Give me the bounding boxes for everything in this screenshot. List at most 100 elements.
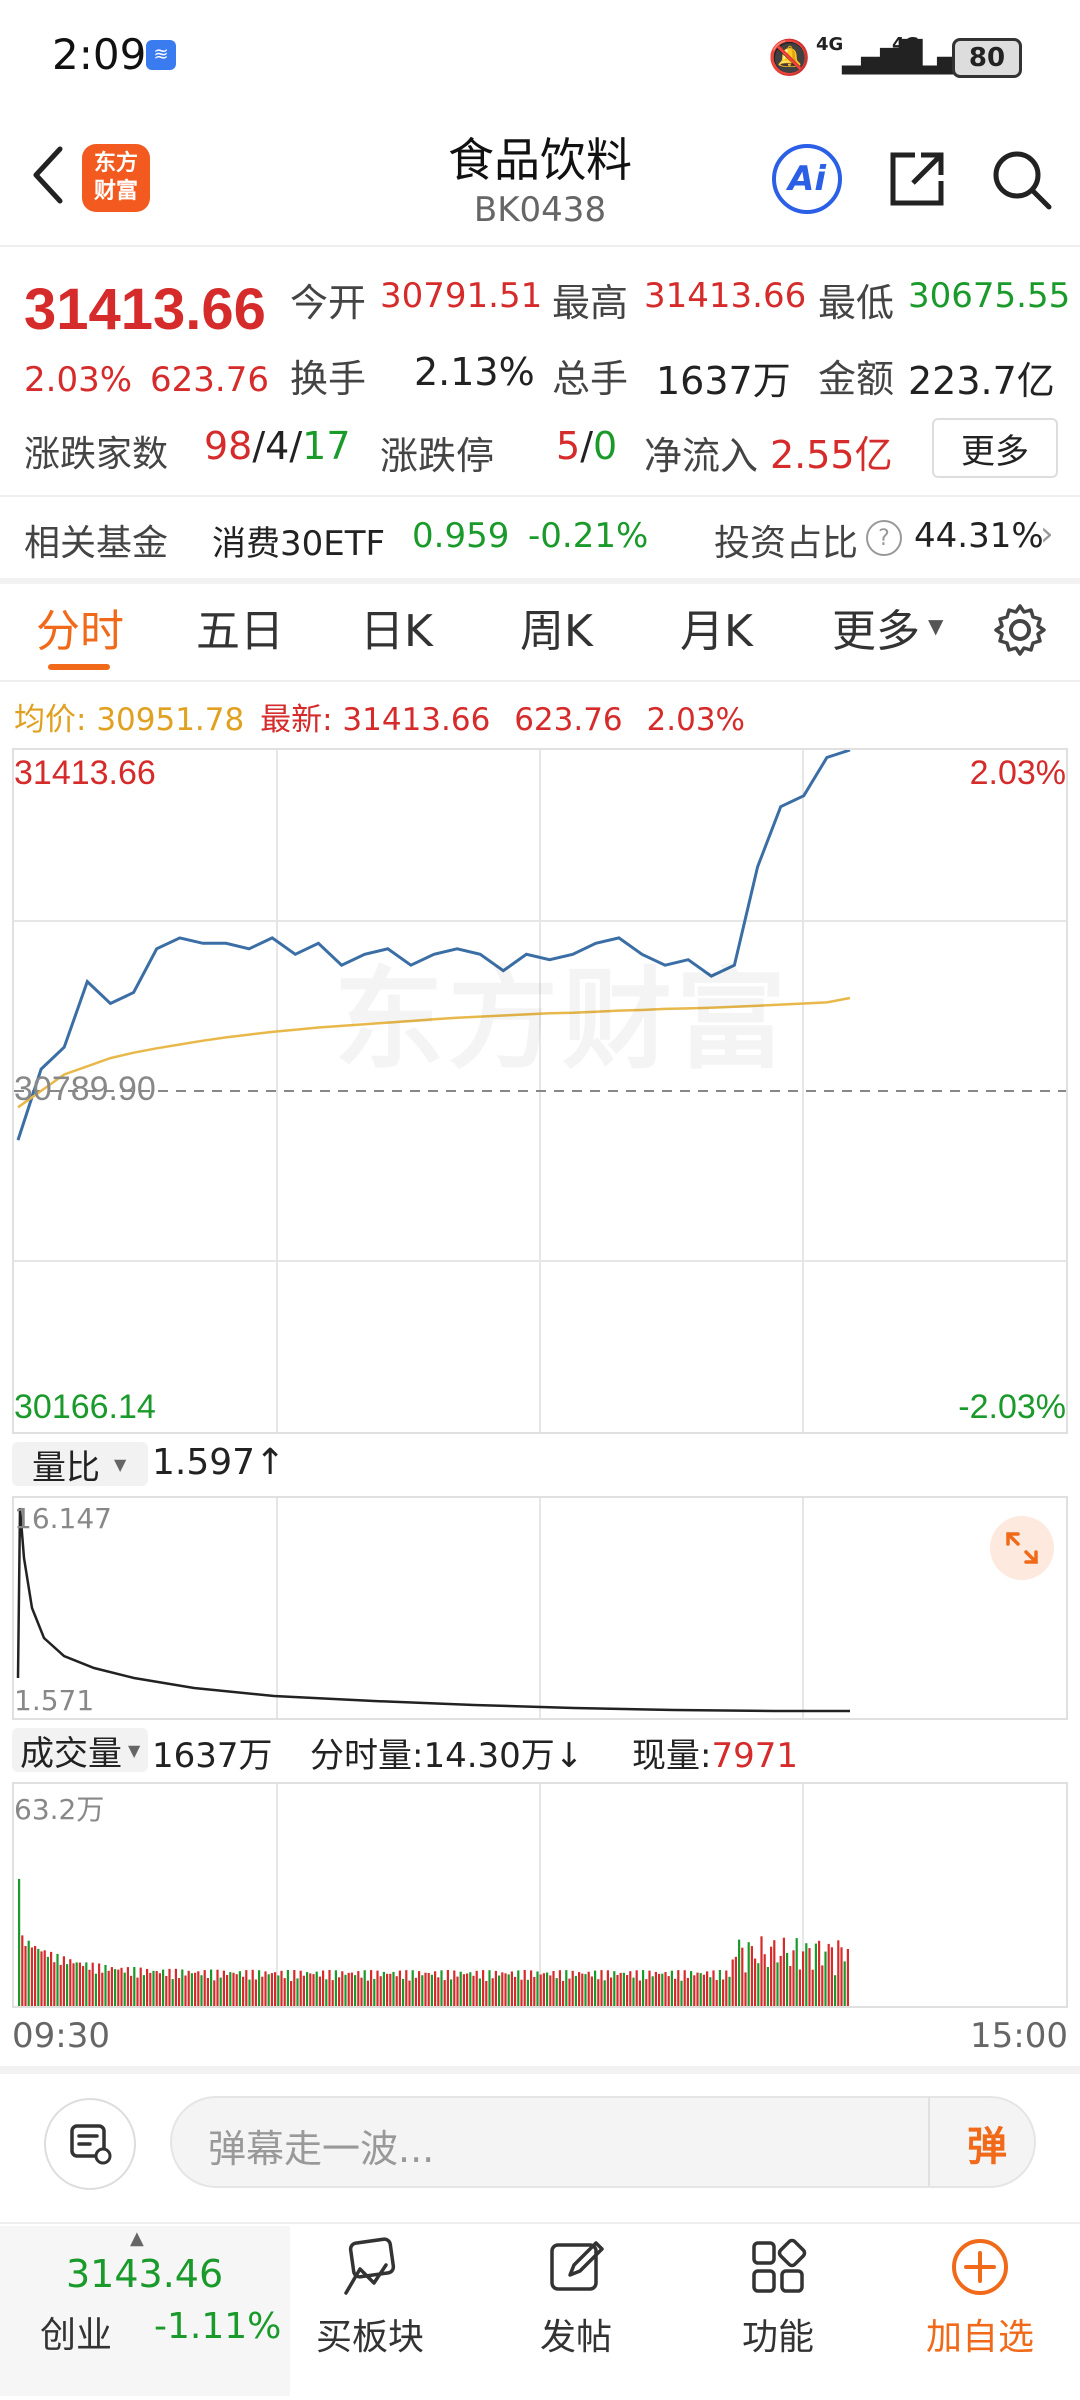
avg-price-line bbox=[17, 996, 851, 1109]
volume-bar bbox=[549, 1975, 552, 2006]
volume-bar bbox=[82, 1966, 85, 2006]
ai-assistant-icon[interactable]: Ai bbox=[772, 144, 842, 214]
volume-bar bbox=[846, 1949, 849, 2006]
volume-bar bbox=[296, 1978, 299, 2006]
nav-buy-sector[interactable]: 买板块 bbox=[315, 2317, 424, 2358]
danmu-input[interactable]: 弹幕走一波... 弹 bbox=[170, 2096, 1036, 2188]
post-icon bbox=[540, 2232, 612, 2302]
tab-intraday[interactable]: 分时 bbox=[36, 606, 124, 657]
volume-bar bbox=[229, 1972, 232, 2006]
back-arrow-icon[interactable] bbox=[18, 140, 78, 210]
expand-icon[interactable] bbox=[990, 1516, 1054, 1580]
volume-bar bbox=[344, 1974, 347, 2006]
volume-bar bbox=[46, 1956, 49, 2006]
volume-bar bbox=[133, 1967, 136, 2006]
eastmoney-logo: 东方 财富 bbox=[82, 144, 150, 212]
volume-bar bbox=[258, 1970, 261, 2006]
volume-chart[interactable]: 63.2万 bbox=[12, 1782, 1068, 2008]
tab-monthly-k[interactable]: 月K bbox=[680, 606, 753, 657]
ratio-chart[interactable]: 16.147 1.571 bbox=[12, 1496, 1068, 1720]
volume-bar bbox=[606, 1970, 609, 2006]
volume-bar bbox=[530, 1970, 533, 2006]
volume-bar bbox=[603, 1980, 606, 2006]
volume-bar bbox=[805, 1943, 808, 2006]
volume-bar bbox=[450, 1979, 453, 2006]
volume-bar bbox=[235, 1974, 238, 2006]
volume-bar bbox=[626, 1975, 629, 2006]
comment-bar: 弹幕走一波... 弹 bbox=[0, 2076, 1080, 2220]
more-button[interactable]: 更多 bbox=[932, 418, 1058, 478]
volume-value: 1637万 bbox=[656, 359, 791, 403]
divider bbox=[0, 2222, 1080, 2224]
volume-bar bbox=[27, 1940, 30, 2006]
volume-bar bbox=[299, 1970, 302, 2006]
volume-bar bbox=[590, 1976, 593, 2006]
tab-weekly-k[interactable]: 周K bbox=[520, 606, 593, 657]
open-label: 今开 bbox=[290, 281, 367, 325]
volume-bar bbox=[722, 1979, 725, 2006]
tab-five-day[interactable]: 五日 bbox=[196, 606, 284, 657]
ratio-chevron-icon: ▼ bbox=[114, 1454, 127, 1474]
volume-bar bbox=[648, 1970, 651, 2006]
volume-bar bbox=[520, 1979, 523, 2006]
last-value: 31413.66 bbox=[342, 702, 491, 738]
index-ticker[interactable] bbox=[0, 2226, 290, 2396]
volume-bar bbox=[162, 1969, 165, 2006]
volume-bar bbox=[206, 1978, 209, 2006]
volume-bar bbox=[245, 1970, 248, 2006]
ratio-up-arrow: ↑ bbox=[255, 1442, 286, 1483]
volume-bar bbox=[72, 1963, 75, 2006]
volume-bar bbox=[40, 1951, 43, 2006]
netflow-value: 2.55亿 bbox=[770, 433, 893, 477]
volume-bar bbox=[174, 1968, 177, 2006]
network-label-2: 4G bbox=[892, 34, 920, 55]
axis-base-value: 30789.90 bbox=[14, 1070, 156, 1108]
volume-bar bbox=[408, 1980, 411, 2006]
volume-bar bbox=[811, 1969, 814, 2006]
share-icon[interactable] bbox=[882, 144, 952, 214]
now-volume-label: 现量: bbox=[632, 1736, 712, 1776]
volume-bar bbox=[619, 1972, 622, 2006]
volume-bar bbox=[200, 1975, 203, 2006]
nav-add-watchlist[interactable]: 加自选 bbox=[925, 2317, 1034, 2358]
volume-bar bbox=[440, 1970, 443, 2006]
volume-bar bbox=[437, 1977, 440, 2006]
search-icon[interactable] bbox=[986, 144, 1056, 214]
volume-total: 1637万 bbox=[152, 1736, 273, 1776]
volume-dropdown[interactable]: 成交量 ▼ bbox=[12, 1728, 148, 1774]
volume-bar bbox=[110, 1967, 113, 2006]
volume-bar bbox=[104, 1965, 107, 2006]
change-amount: 623.76 bbox=[150, 360, 269, 400]
board-code: BK0438 bbox=[473, 190, 607, 230]
volume-bar bbox=[757, 1963, 760, 2006]
volume-bar bbox=[827, 1943, 830, 2006]
danmu-toggle-icon[interactable]: 弹 bbox=[967, 2124, 1007, 2170]
chat-settings-icon[interactable] bbox=[44, 2098, 136, 2190]
voice-app-icon: ≋ bbox=[146, 40, 176, 70]
volume-bar bbox=[658, 1973, 661, 2006]
tab-daily-k[interactable]: 日K bbox=[360, 606, 433, 657]
volume-bar bbox=[338, 1977, 341, 2006]
nav-functions[interactable]: 功能 bbox=[741, 2317, 814, 2358]
index-pct: -1.11% bbox=[154, 2306, 282, 2347]
volume-bar bbox=[24, 1946, 27, 2006]
tab-more[interactable]: 更多 bbox=[832, 606, 920, 657]
price-line bbox=[16, 750, 851, 1141]
volume-bar bbox=[677, 1970, 680, 2006]
settings-gear-icon[interactable] bbox=[990, 600, 1050, 660]
volume-bar bbox=[414, 1977, 417, 2006]
volume-bar bbox=[542, 1973, 545, 2006]
volume-bar bbox=[638, 1980, 641, 2006]
volume-bar bbox=[366, 1980, 369, 2006]
related-fund-row[interactable]: 相关基金 消费30ETF 0.959 -0.21% 投资占比 ? 44.31% … bbox=[0, 500, 1080, 578]
help-icon[interactable]: ? bbox=[866, 520, 902, 556]
nav-post[interactable]: 发帖 bbox=[539, 2317, 612, 2358]
breadth-up: 98 bbox=[204, 424, 253, 468]
ratio-dropdown[interactable]: 量比 ▼ bbox=[12, 1442, 148, 1488]
volume-bar bbox=[306, 1972, 309, 2006]
volume-bar bbox=[424, 1972, 427, 2006]
volume-bar bbox=[635, 1970, 638, 2006]
volume-bar bbox=[149, 1972, 152, 2006]
ratio-bottom-value: 1.571 bbox=[14, 1684, 95, 1717]
